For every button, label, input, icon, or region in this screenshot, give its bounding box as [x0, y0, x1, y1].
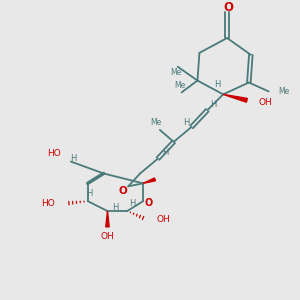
Text: Me: Me [278, 87, 290, 96]
Text: OH: OH [259, 98, 272, 107]
Text: O: O [223, 1, 233, 14]
Text: H: H [70, 154, 76, 163]
Text: H: H [214, 80, 220, 89]
Text: OH: OH [157, 215, 171, 224]
Text: H: H [210, 100, 217, 109]
Text: H: H [112, 202, 119, 211]
Text: HO: HO [41, 199, 55, 208]
Text: H: H [183, 118, 190, 127]
Text: Me: Me [174, 81, 185, 90]
Text: OH: OH [100, 232, 114, 241]
Text: Me: Me [150, 118, 162, 127]
Text: H: H [86, 189, 93, 198]
Text: HO: HO [47, 149, 61, 158]
Text: H: H [162, 148, 168, 157]
Polygon shape [223, 94, 247, 102]
Text: O: O [145, 198, 153, 208]
Text: Me: Me [170, 68, 181, 77]
Text: O: O [119, 186, 128, 196]
Polygon shape [143, 178, 155, 183]
Polygon shape [106, 211, 109, 227]
Text: H: H [129, 199, 135, 208]
